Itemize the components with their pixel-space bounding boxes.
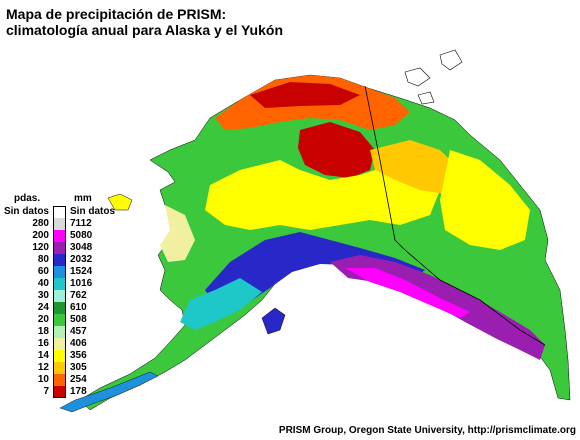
legend-inches-label: 24 <box>37 302 49 313</box>
legend-inches-label: 14 <box>37 350 49 361</box>
legend-mm-label: 610 <box>70 302 87 313</box>
legend-inches-label: 20 <box>37 314 49 325</box>
legend-swatch <box>53 362 66 374</box>
legend-swatch <box>53 266 66 278</box>
legend-inches-label: 30 <box>37 290 49 301</box>
legend-swatch <box>53 218 66 230</box>
legend-header-mm: mm <box>74 193 92 204</box>
title-line-1: Mapa de precipitación de PRISM: <box>6 6 227 22</box>
legend-inches-label: 12 <box>37 362 49 373</box>
legend-mm-label: 2032 <box>70 254 93 265</box>
legend-inches-label: 280 <box>32 218 49 229</box>
legend-inches-label: 40 <box>37 278 49 289</box>
legend-mm-label: 1524 <box>70 266 93 277</box>
legend-inches-label: 18 <box>37 326 49 337</box>
kodiak-island <box>261 307 286 335</box>
legend-swatch <box>53 290 66 302</box>
legend-mm-label: 1016 <box>70 278 93 289</box>
legend-mm-label: 406 <box>70 338 87 349</box>
coastal-cyan-band <box>180 278 262 330</box>
legend-mm-label: 762 <box>70 290 87 301</box>
legend-inches-label: Sin datos <box>3 206 49 217</box>
legend-mm-label: 3048 <box>70 242 93 253</box>
interior-orange <box>370 140 460 195</box>
legend-swatch <box>53 206 66 218</box>
legend-swatch <box>53 230 66 242</box>
interior-yellow <box>205 160 440 230</box>
legend-inches-label: 60 <box>37 266 49 277</box>
legend-swatch <box>53 350 66 362</box>
legend-swatch <box>53 386 66 398</box>
legend-mm-label: 254 <box>70 374 87 385</box>
title-line-2: climatología anual para Alaska y el Yukó… <box>6 22 283 38</box>
map-title: Mapa de precipitación de PRISM: climatol… <box>6 6 283 38</box>
st-lawrence-island <box>107 193 133 211</box>
north-slope-red <box>250 82 360 108</box>
western-pale <box>160 205 195 262</box>
legend-inches-label: 10 <box>37 374 49 385</box>
legend-inches-label: 7 <box>43 386 49 397</box>
legend-header-inches: pdas. <box>14 193 41 204</box>
legend-mm-label: 5080 <box>70 230 93 241</box>
legend-mm-label: 508 <box>70 314 87 325</box>
legend-inches-label: 80 <box>37 254 49 265</box>
aleutian-islands <box>59 371 159 413</box>
legend-mm-label: 457 <box>70 326 87 337</box>
credit-text: PRISM Group, Oregon State University, ht… <box>278 425 576 436</box>
legend-mm-label: 305 <box>70 362 87 373</box>
legend-swatch <box>53 302 66 314</box>
legend-swatch <box>53 374 66 386</box>
legend-mm-label: Sin datos <box>70 206 116 217</box>
legend-inches-label: 200 <box>32 230 49 241</box>
legend-swatch <box>53 278 66 290</box>
legend-swatch <box>53 242 66 254</box>
interior-red <box>298 122 375 178</box>
legend-swatch <box>53 326 66 338</box>
legend-inches-label: 120 <box>32 242 49 253</box>
legend-mm-label: 356 <box>70 350 87 361</box>
legend-mm-label: 7112 <box>70 218 92 229</box>
legend-swatch <box>53 314 66 326</box>
legend-swatch <box>53 254 66 266</box>
legend-mm-label: 178 <box>70 386 87 397</box>
legend-inches-label: 16 <box>37 338 49 349</box>
yukon-yellow <box>440 150 530 250</box>
legend-swatch <box>53 338 66 350</box>
arctic-islands <box>404 49 463 105</box>
alaska-yukon-border <box>364 85 546 346</box>
southeast-magenta <box>345 268 470 318</box>
